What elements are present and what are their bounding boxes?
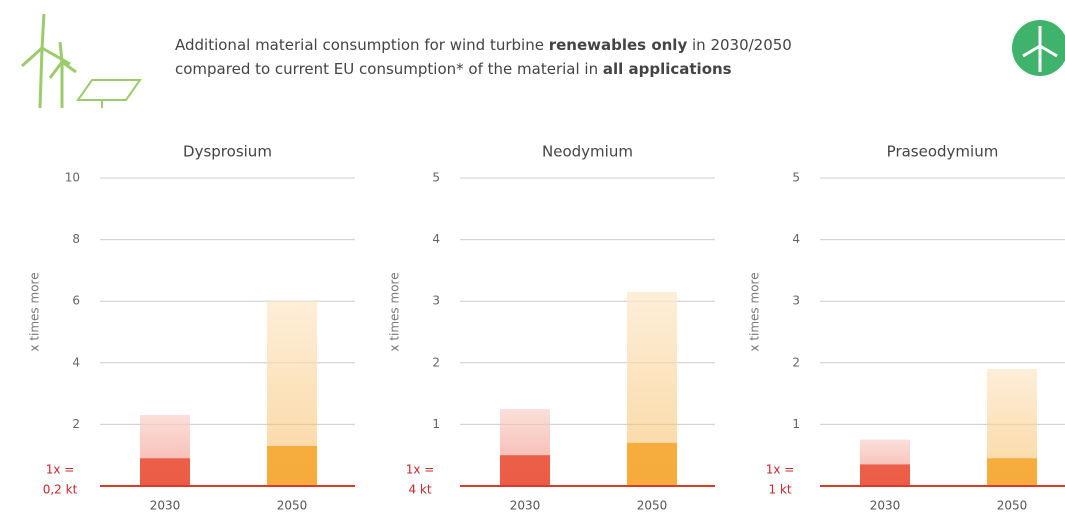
y-tick-label: 6 — [72, 294, 80, 308]
baseline-label: 1x = — [406, 463, 435, 477]
baseline-label: 1x = — [46, 463, 75, 477]
y-tick-label: 2 — [792, 355, 800, 369]
header-title-line: compared to current EU consumption* of t… — [175, 60, 732, 78]
chart-title: Neodymium — [542, 143, 633, 161]
bar-base — [140, 458, 190, 486]
y-tick-label: 5 — [792, 171, 800, 185]
header-title-part: all applications — [603, 60, 732, 78]
x-tick-label: 2030 — [510, 499, 541, 513]
y-tick-label: 1 — [432, 417, 440, 431]
baseline-label: 1x = — [766, 463, 795, 477]
bar-base — [267, 445, 317, 486]
x-tick-label: 2050 — [637, 499, 668, 513]
header-title-part: in 2030/2050 — [687, 36, 792, 54]
baseline-label: 4 kt — [408, 483, 431, 497]
x-tick-label: 2050 — [997, 499, 1028, 513]
header-title-line: Additional material consumption for wind… — [175, 36, 792, 54]
bar-base — [627, 442, 677, 486]
y-tick-label: 3 — [432, 294, 440, 308]
y-axis-label: x times more — [748, 272, 762, 351]
y-tick-label: 10 — [65, 171, 80, 185]
header-title-part: compared to current EU consumption* of t… — [175, 60, 603, 78]
y-axis-label: x times more — [388, 272, 402, 351]
y-tick-label: 8 — [72, 232, 80, 246]
wind-solar-icon — [20, 13, 142, 109]
y-tick-label: 4 — [72, 355, 80, 369]
header-title-part: renewables only — [549, 36, 688, 54]
bar-base — [860, 464, 910, 486]
y-tick-label: 3 — [792, 294, 800, 308]
y-tick-label: 2 — [72, 417, 80, 431]
chart-title: Dysprosium — [183, 143, 272, 161]
baseline-label: 0,2 kt — [43, 483, 78, 497]
bar-base — [987, 458, 1037, 486]
y-tick-label: 1 — [792, 417, 800, 431]
turbine-badge — [1012, 20, 1065, 76]
y-tick-label: 5 — [432, 171, 440, 185]
y-tick-label: 2 — [432, 355, 440, 369]
baseline-label: 1 kt — [768, 483, 791, 497]
y-tick-label: 4 — [792, 232, 800, 246]
x-tick-label: 2050 — [277, 499, 308, 513]
y-axis-label: x times more — [28, 272, 42, 351]
chart-title: Praseodymium — [887, 143, 999, 161]
y-tick-label: 4 — [432, 232, 440, 246]
x-tick-label: 2030 — [870, 499, 901, 513]
header-title-part: Additional material consumption for wind… — [175, 36, 549, 54]
bar-base — [500, 455, 550, 486]
x-tick-label: 2030 — [150, 499, 181, 513]
